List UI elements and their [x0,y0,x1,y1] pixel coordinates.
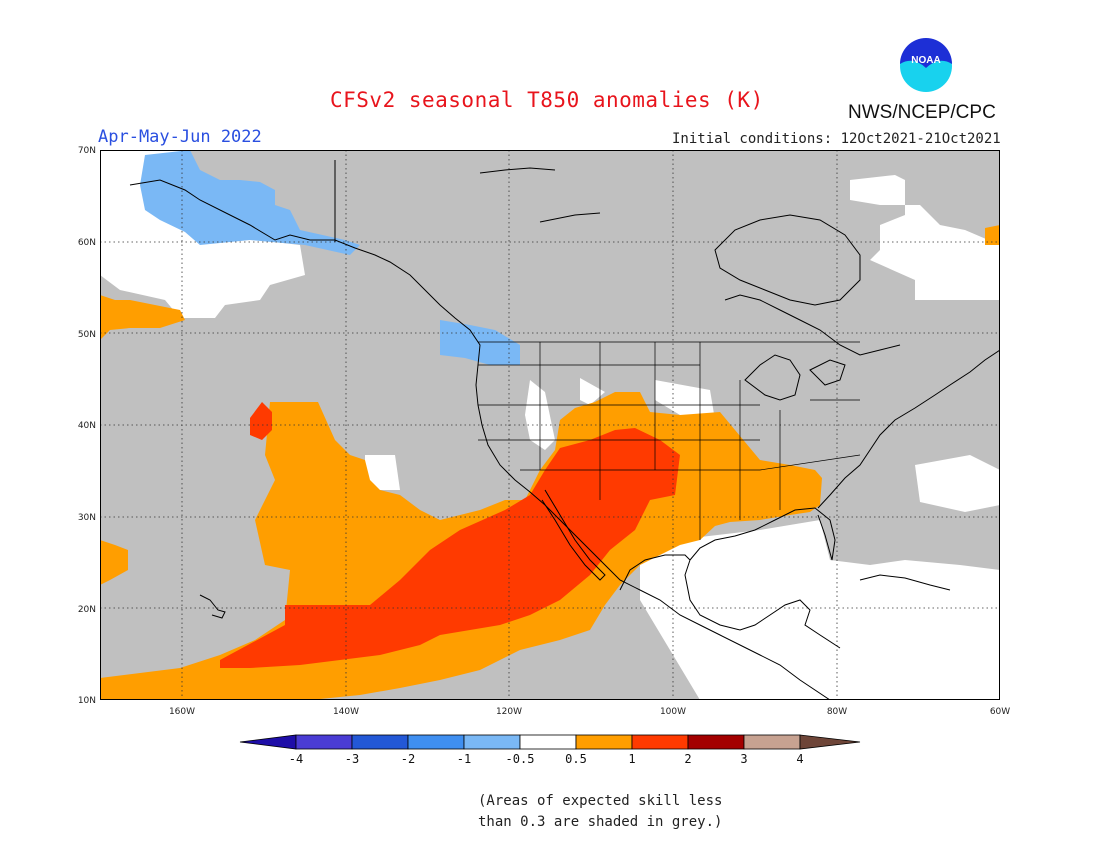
lat-label-60n: 60N [78,238,96,248]
legend-swatch-7 [631,734,689,750]
legend-arrow-low [239,734,297,750]
season-label: Apr-May-Jun 2022 [98,127,262,147]
below-normal-light-blue-areas [140,150,520,365]
noaa-logo-text: NOAA [911,55,940,66]
legend-tick-3: 3 [740,752,747,766]
legend-swatch-3 [407,734,465,750]
legend-tick-4: 4 [796,752,803,766]
skill-note-line-2: than 0.3 are shaded in grey.) [478,814,723,830]
legend-swatch-9 [743,734,801,750]
lat-label-70n: 70N [78,146,96,156]
initial-conditions-label: Initial conditions: 12Oct2021-21Oct2021 [672,131,1001,147]
noaa-logo: NOAA [900,38,952,92]
legend-arrow-high [799,734,861,750]
coastlines-and-borders [129,160,1000,700]
legend-swatch-4 [463,734,521,750]
skill-note: (Areas of expected skill less than 0.3 a… [478,791,722,833]
legend-tick-0-5: 0.5 [565,752,587,766]
legend-swatch-8 [687,734,745,750]
lon-label-60w: 60W [990,707,1010,717]
anomaly-map: 70N 60N 50N 40N 30N 20N 10N 160W 140W 12… [78,146,1010,717]
lat-label-40n: 40N [78,421,96,431]
legend-swatch-2 [351,734,409,750]
longitude-labels: 160W 140W 120W 100W 80W 60W [169,707,1010,717]
color-legend-swatches [239,734,861,750]
legend-tick-1: 1 [628,752,635,766]
lat-label-10n: 10N [78,696,96,706]
legend-tick-minus4: -4 [289,752,303,766]
skill-note-line-1: (Areas of expected skill less [478,793,723,809]
lon-label-120w: 120W [496,707,522,717]
legend-tick-minus2: -2 [401,752,415,766]
legend-tick-minus0-5: -0.5 [506,752,535,766]
agency-label: NWS/NCEP/CPC [848,102,996,123]
state-borders [478,341,861,540]
legend-swatch-5 [519,734,577,750]
map-title: CFSv2 seasonal T850 anomalies (K) [330,88,764,112]
legend-swatch-1 [295,734,353,750]
legend-tick-2: 2 [684,752,691,766]
lat-label-50n: 50N [78,330,96,340]
legend-tick-minus1: -1 [457,752,471,766]
gridlines [100,150,1000,700]
lon-label-140w: 140W [333,707,359,717]
lat-label-20n: 20N [78,605,96,615]
legend-tick-minus3: -3 [345,752,359,766]
latitude-labels: 70N 60N 50N 40N 30N 20N 10N [78,146,96,706]
legend-swatch-6 [575,734,633,750]
lon-label-100w: 100W [660,707,686,717]
lon-label-80w: 80W [827,707,847,717]
lon-label-160w: 160W [169,707,195,717]
lat-label-30n: 30N [78,513,96,523]
